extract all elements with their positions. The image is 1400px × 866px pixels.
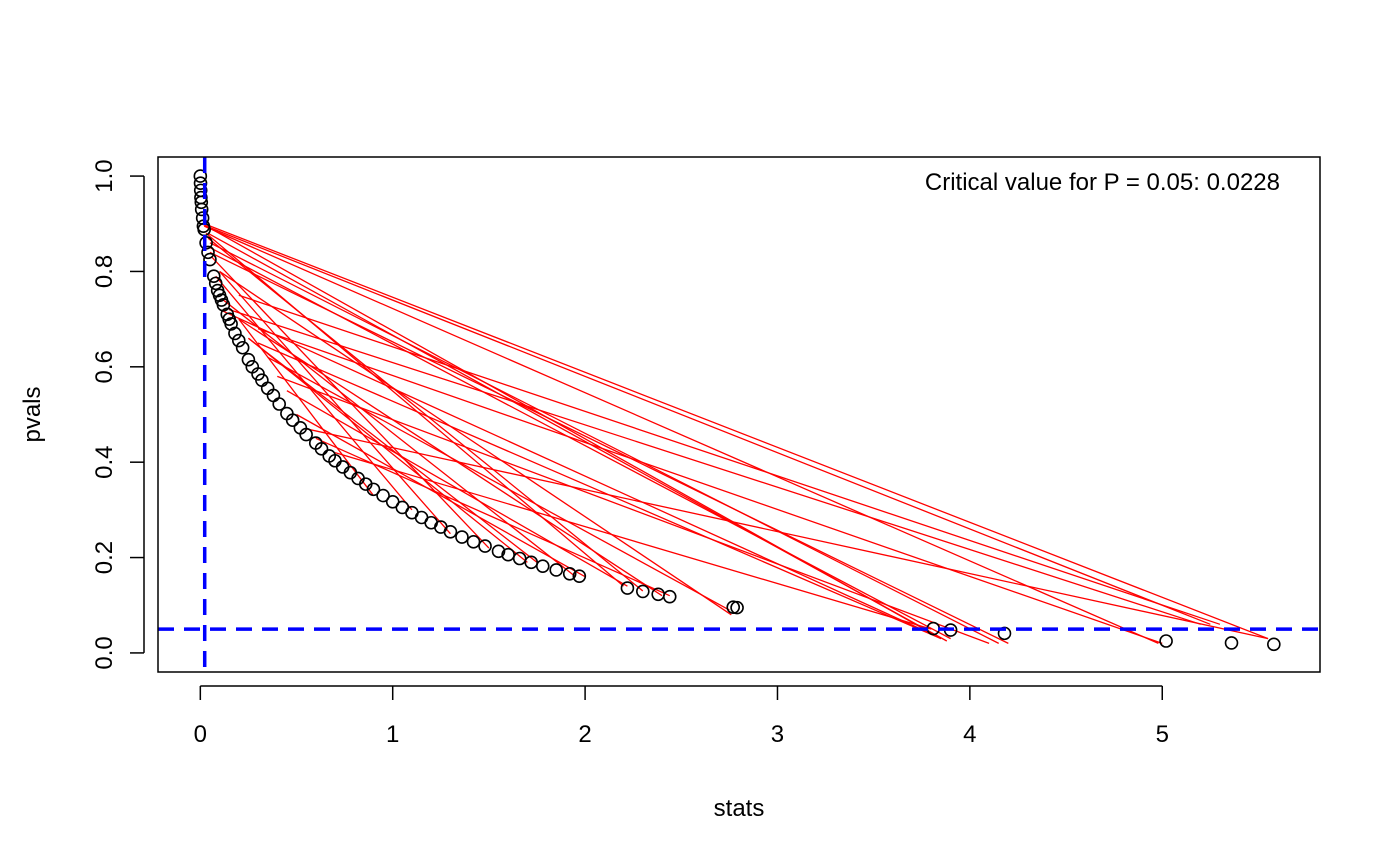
data-point [1224,636,1239,650]
x-axis: 0 1 2 3 4 5 [194,685,1169,748]
data-point [1159,634,1173,648]
connecting-line [257,328,1163,645]
plot-frame [157,156,1321,673]
data-point [376,488,390,503]
data-point [443,525,458,539]
data-point [572,569,587,583]
x-tick-label: 3 [771,721,784,748]
connecting-line [207,232,948,642]
x-axis-label: stats [714,795,765,822]
connecting-line [209,242,1000,644]
data-point [730,600,744,615]
data-point [285,413,300,428]
data-point [232,333,246,348]
x-tick-label: 4 [963,721,976,748]
connecting-line [238,294,1221,625]
connecting-line [205,225,1211,625]
data-point [201,245,215,260]
x-tick-label: 5 [1156,721,1169,748]
data-point [662,589,677,604]
data-point [466,535,481,549]
connecting-line [203,225,1159,644]
data-point [193,169,208,183]
data-point [203,252,217,267]
data-point [491,544,506,559]
y-tick-label: 1.0 [91,159,118,192]
data-point [193,176,208,191]
y-tick-label: 0.2 [91,541,118,574]
connecting-line [296,413,586,578]
connecting-line [219,271,451,535]
connecting-line [209,247,951,640]
y-axis: 0.0 0.2 0.4 0.6 0.8 1.0 [91,159,145,670]
connecting-line [267,356,730,611]
y-axis-label: pvals [19,386,46,442]
data-point [194,202,209,217]
data-point [314,442,329,456]
connecting-line [219,270,732,616]
data-point [208,276,223,291]
data-point [562,566,577,581]
connecting-line [207,237,644,592]
data-point [535,559,550,573]
connecting-line [219,309,932,635]
y-tick-label: 0.6 [91,350,118,383]
connecting-line [257,342,942,640]
data-point [1267,637,1281,652]
data-point [272,397,287,411]
data-point [366,482,381,497]
connecting-line [228,308,1201,625]
y-tick-label: 0.4 [91,445,118,478]
data-point [636,584,650,599]
data-point [478,539,492,553]
reference-lines [158,157,1320,672]
data-point [549,563,564,577]
data-point [206,269,221,284]
connecting-line [223,299,576,578]
x-tick-label: 0 [194,721,207,748]
data-point [228,326,242,341]
data-point [235,340,250,355]
data-point [194,195,209,210]
data-point [455,530,469,544]
data-point [299,427,313,442]
connecting-line [211,256,490,549]
connecting-line [305,428,1269,640]
x-tick-label: 1 [386,721,399,748]
connecting-line [248,337,538,563]
critical-value-annotation: Critical value for P = 0.05: 0.0228 [925,169,1280,196]
connecting-line [203,223,1269,640]
data-point [620,581,635,595]
connecting-line [277,375,990,644]
y-tick-label: 0.8 [91,255,118,288]
y-tick-label: 0.0 [91,636,118,669]
data-point [241,352,256,367]
connecting-line [215,275,413,511]
connecting-line [205,232,624,587]
connecting-line [248,337,528,563]
x-tick-label: 2 [578,721,591,748]
red-connecting-lines [201,223,1269,645]
connecting-line [334,452,932,630]
